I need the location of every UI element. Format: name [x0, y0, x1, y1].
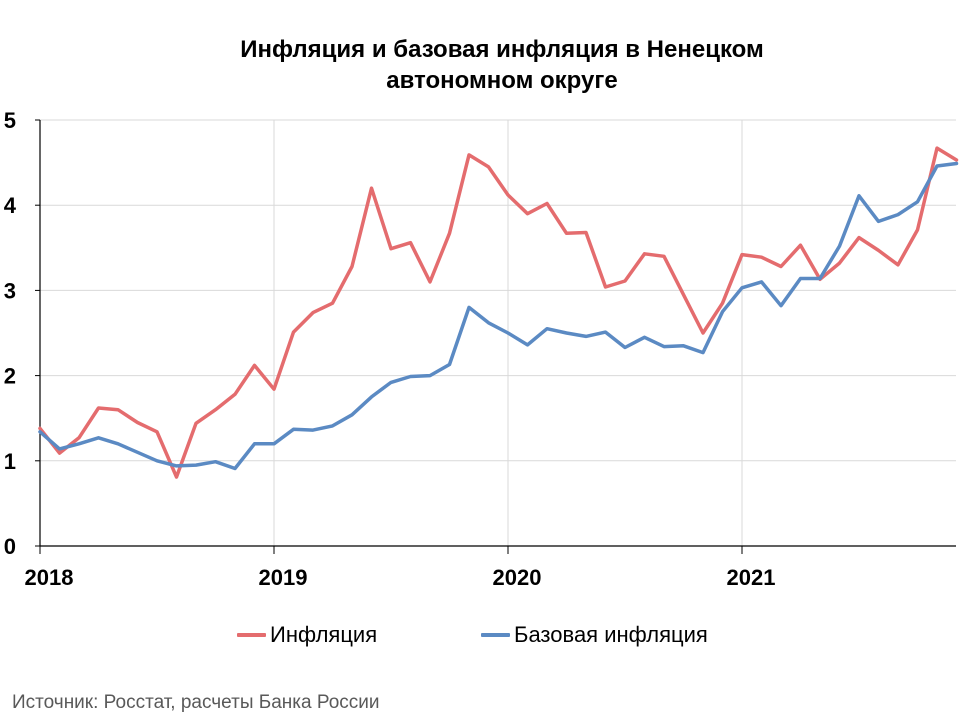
legend-swatch-core-inflation: [481, 633, 510, 637]
legend: Инфляция Базовая инфляция: [0, 622, 960, 652]
legend-label-core-inflation: Базовая инфляция: [514, 622, 708, 647]
legend-item-core-inflation: Базовая инфляция: [481, 622, 708, 648]
chart-title-line-2: автономном округе: [386, 67, 618, 94]
y-tick-label: 0: [4, 534, 16, 559]
source-note: Источник: Росстат, расчеты Банка России: [12, 692, 380, 713]
y-tick-label: 2: [4, 364, 16, 389]
y-tick-label: 4: [4, 193, 17, 218]
x-tick-label: 2021: [727, 565, 776, 590]
axes: [35, 119, 956, 554]
gridlines: [40, 119, 956, 546]
series-line-inflation: [38, 146, 959, 479]
chart-title-line-1: Инфляция и базовая инфляция в Ненецком: [240, 36, 764, 63]
y-tick-label: 1: [4, 449, 16, 474]
x-tick-label: 2018: [25, 565, 74, 590]
x-tick-label: 2020: [493, 565, 542, 590]
x-tick-label: 2019: [259, 565, 308, 590]
series-lines: [38, 146, 959, 479]
legend-swatch-inflation: [237, 633, 266, 637]
y-tick-label: 3: [4, 278, 16, 303]
y-tick-label: 5: [4, 108, 16, 133]
legend-item-inflation: Инфляция: [237, 622, 377, 648]
series-line-core-inflation: [38, 161, 959, 471]
chart-title: Инфляция и базовая инфляция в Ненецком а…: [0, 34, 960, 96]
legend-label-inflation: Инфляция: [270, 622, 378, 647]
tick-labels: 0 1 2 3 4 5 2018 2019 2020 2021: [4, 108, 776, 590]
